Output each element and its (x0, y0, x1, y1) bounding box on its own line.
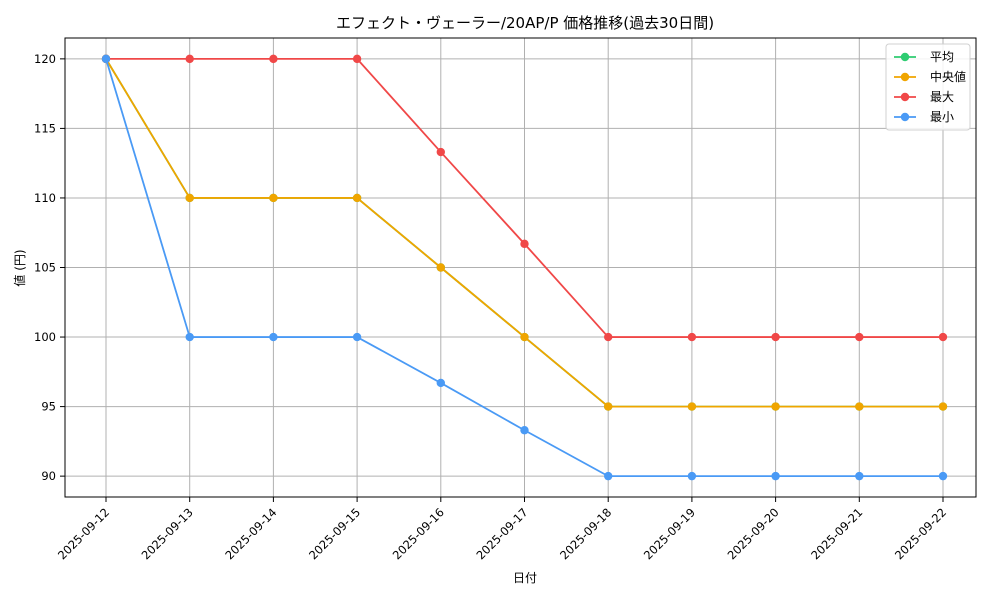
data-point (185, 193, 194, 203)
x-tick-label: 2025-09-15 (306, 505, 363, 562)
data-point (352, 193, 362, 203)
data-point (687, 402, 697, 411)
y-tick-label: 120 (34, 52, 56, 66)
legend-marker (900, 112, 910, 122)
y-tick-label: 105 (34, 261, 56, 275)
legend-marker (900, 52, 910, 62)
data-point (436, 378, 445, 388)
series-3 (101, 54, 948, 481)
chart-title: エフェクト・ヴェーラー/20AP/P 価格推移(過去30日間) (336, 14, 714, 32)
y-axis-label: 値 (円) (12, 249, 27, 286)
data-point (604, 332, 613, 342)
data-point (101, 54, 111, 64)
y-tick-label: 110 (34, 191, 56, 205)
legend-marker (900, 72, 910, 82)
data-point (687, 332, 697, 342)
x-tick-label: 2025-09-19 (641, 505, 698, 562)
series-2 (101, 54, 948, 342)
data-point (269, 332, 278, 342)
data-point (771, 402, 780, 411)
data-point (352, 54, 362, 64)
data-point (938, 471, 948, 481)
data-point (604, 402, 613, 411)
x-tick-label: 2025-09-22 (892, 505, 949, 562)
legend-label: 中央値 (930, 69, 966, 84)
y-tick-label: 115 (34, 121, 56, 135)
data-point (771, 332, 780, 342)
data-point (436, 263, 445, 272)
legend-label: 最小 (930, 110, 954, 124)
x-tick-label: 2025-09-12 (55, 505, 112, 562)
x-tick-label: 2025-09-18 (557, 505, 614, 562)
data-point (771, 471, 780, 481)
data-point (185, 54, 194, 64)
data-point (436, 147, 445, 157)
y-tick-label: 95 (41, 400, 56, 414)
x-tick-label: 2025-09-14 (222, 505, 279, 562)
data-point (938, 402, 948, 411)
y-tick-label: 100 (34, 330, 56, 344)
x-tick-label: 2025-09-20 (725, 505, 782, 562)
series-layer (101, 54, 948, 481)
x-tick-label: 2025-09-16 (390, 505, 447, 562)
data-point (520, 239, 529, 249)
x-tick-label: 2025-09-21 (808, 505, 865, 562)
data-point (604, 471, 613, 481)
data-point (687, 471, 697, 481)
legend-label: 平均 (930, 50, 954, 64)
data-point (855, 471, 864, 481)
data-point (520, 426, 529, 435)
data-point (855, 402, 864, 411)
data-point (520, 332, 529, 342)
data-point (938, 332, 948, 342)
x-tick-label: 2025-09-13 (139, 505, 196, 562)
data-point (855, 332, 864, 342)
y-tick-label: 90 (41, 469, 56, 483)
data-point (185, 332, 194, 342)
legend-label: 最大 (930, 90, 954, 104)
x-axis-label: 日付 (513, 571, 537, 585)
data-point (269, 54, 278, 64)
legend-marker (900, 92, 910, 102)
x-tick-label: 2025-09-17 (473, 505, 530, 562)
legend-box (885, 43, 971, 131)
data-point (269, 193, 278, 203)
data-point (352, 332, 362, 342)
